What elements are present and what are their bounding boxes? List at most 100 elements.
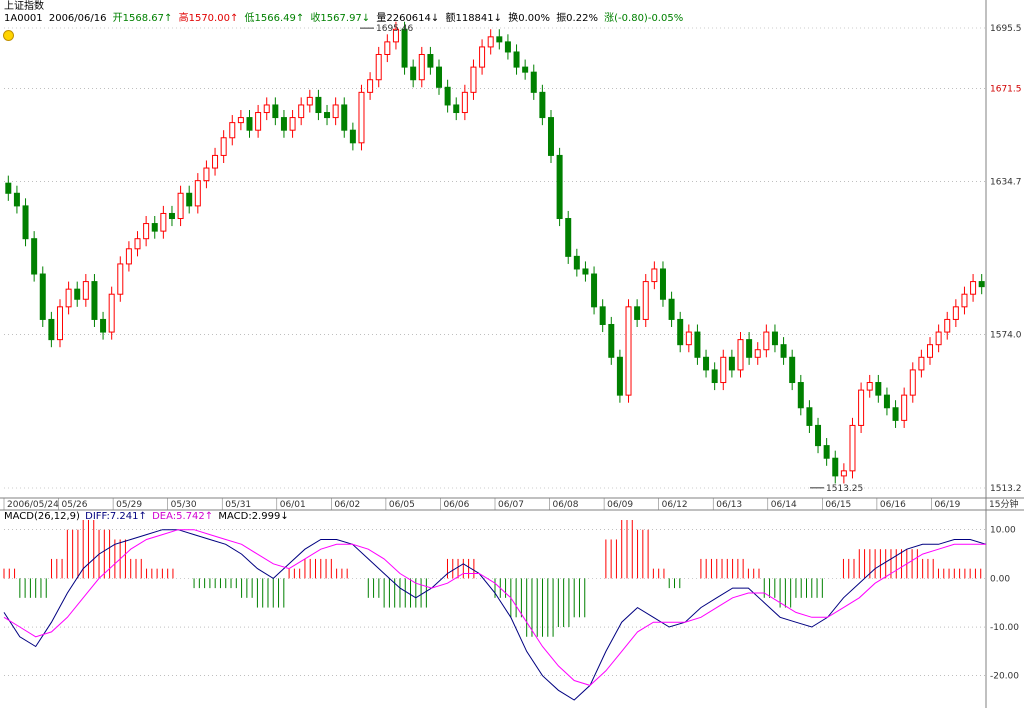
- candle-body: [840, 470, 847, 477]
- candle-body: [970, 281, 977, 295]
- candle-body: [496, 36, 503, 43]
- diff-value: DIFF:7.241↑: [85, 511, 147, 522]
- candle-body: [13, 192, 20, 207]
- candle-body: [212, 154, 219, 169]
- candle-body: [677, 318, 684, 346]
- candle-body: [22, 205, 29, 240]
- candle-body: [31, 238, 38, 275]
- candle-body: [858, 389, 865, 426]
- x-tick-label: 06/13: [716, 500, 742, 510]
- x-tick-label: 05/26: [62, 500, 88, 510]
- candle-body: [246, 117, 253, 131]
- stock-code: 1A0001: [4, 13, 43, 24]
- open-value: 开1568.67↑: [112, 13, 173, 24]
- x-tick-label: 06/07: [498, 500, 524, 510]
- candle-body: [134, 238, 141, 250]
- candle-body: [272, 104, 279, 119]
- candle-body: [616, 356, 623, 396]
- candle-body: [918, 356, 925, 371]
- x-tick-label: 06/12: [662, 500, 688, 510]
- macd-header: MACD(26,12,9) DIFF:7.241↑ DEA:5.742↑ MAC…: [4, 511, 291, 522]
- low-value: 低1566.49↑: [244, 13, 305, 24]
- candle-body: [883, 394, 890, 409]
- candle-body: [952, 306, 959, 320]
- x-tick-label: 06/16: [880, 500, 906, 510]
- candle-body: [151, 223, 158, 232]
- candle-body: [634, 306, 641, 320]
- x-tick-label: 06/06: [443, 500, 469, 510]
- candle-body: [849, 424, 856, 472]
- candle-body: [39, 273, 46, 320]
- candle-body: [289, 117, 296, 131]
- candle-body: [418, 53, 425, 81]
- candle-body: [547, 117, 554, 156]
- candle-body: [74, 288, 81, 300]
- candle-body: [556, 154, 563, 220]
- index-title: 上证指数: [4, 1, 44, 12]
- candle-body: [806, 407, 813, 426]
- candle-body: [823, 445, 830, 459]
- candle-body: [875, 382, 882, 396]
- candle-body: [108, 293, 115, 333]
- candle-body: [780, 344, 787, 358]
- x-tick-label: 06/01: [280, 500, 306, 510]
- candle-body: [229, 122, 236, 139]
- candle-body: [909, 369, 916, 396]
- annotation-label: 1513.25: [826, 484, 863, 494]
- candle-body: [720, 356, 727, 384]
- candle-body: [436, 66, 443, 88]
- candle-body: [978, 281, 985, 288]
- candle-body: [797, 382, 804, 409]
- candle-body: [143, 223, 150, 240]
- candle-body: [349, 129, 356, 144]
- candle-body: [651, 268, 658, 283]
- candle-body: [582, 268, 589, 275]
- candle-body: [685, 331, 692, 346]
- candle-body: [375, 53, 382, 81]
- candle-body: [332, 104, 339, 119]
- candle-body: [65, 288, 72, 308]
- turnover-value: 换0.00%: [508, 13, 550, 24]
- candle-body: [125, 248, 132, 265]
- macd-y-tick-label: -20.00: [990, 672, 1019, 682]
- candle-body: [927, 344, 934, 358]
- candle-body: [961, 293, 968, 308]
- candle-body: [255, 112, 262, 131]
- candle-body: [315, 96, 322, 114]
- candle-body: [944, 318, 951, 333]
- quote-date: 2006/06/16: [48, 13, 107, 24]
- x-tick-label: 06/15: [825, 500, 851, 510]
- period-label: 15分钟: [989, 498, 1018, 510]
- amount-value: 额118841↓: [445, 13, 503, 24]
- x-tick-label: 06/14: [771, 500, 797, 510]
- x-tick-label: 06/05: [389, 500, 415, 510]
- candle-body: [298, 104, 305, 119]
- candle-body: [591, 273, 598, 308]
- macd-y-tick-label: -10.00: [990, 623, 1019, 633]
- candle-body: [565, 218, 572, 257]
- candle-body: [866, 382, 873, 391]
- candle-body: [203, 167, 210, 182]
- candle-body: [815, 424, 822, 447]
- candle-body: [453, 104, 460, 114]
- candle-body: [427, 53, 434, 68]
- candle-body: [659, 268, 666, 300]
- x-tick-label: 06/09: [607, 500, 633, 510]
- candle-body: [694, 331, 701, 358]
- high-value: 高1570.00↑: [178, 13, 239, 24]
- candle-body: [186, 192, 193, 207]
- candle-body: [48, 318, 55, 341]
- indicator-circle-icon[interactable]: [3, 30, 14, 41]
- x-tick-label: 05/29: [116, 500, 142, 510]
- volume-value: 量2260614↓: [376, 13, 440, 24]
- candle-body: [608, 323, 615, 358]
- candle-body: [461, 91, 468, 114]
- x-tick-label: 2006/05/24: [7, 500, 59, 510]
- y-tick-label: 1574.0: [990, 331, 1022, 341]
- candle-body: [444, 86, 451, 106]
- candle-body: [892, 407, 899, 421]
- candle-body: [100, 318, 107, 333]
- candle-body: [237, 117, 244, 124]
